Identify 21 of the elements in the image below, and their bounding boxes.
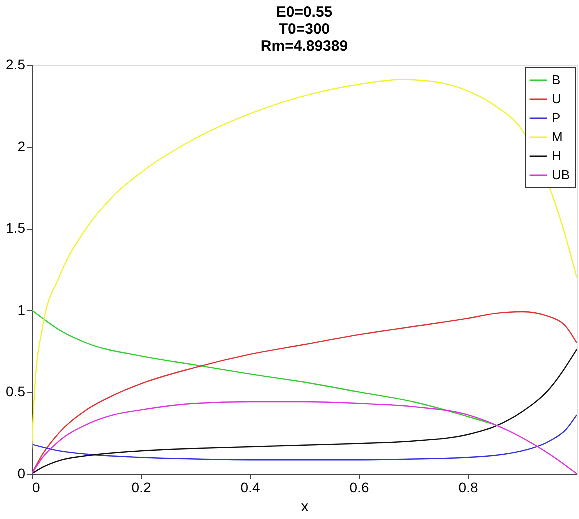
y-tick-label: 2 bbox=[18, 138, 26, 154]
legend-label: M bbox=[552, 130, 563, 144]
y-tick-label: 1.5 bbox=[6, 220, 26, 236]
legend-label: B bbox=[552, 72, 561, 88]
x-tick-label: 0 bbox=[32, 480, 40, 496]
line-series bbox=[32, 310, 496, 426]
y-tick-label: 0.5 bbox=[6, 384, 26, 400]
x-tick-label: 0.8 bbox=[458, 480, 478, 496]
y-tick-label: 1 bbox=[18, 302, 26, 318]
x-tick-label: 0.4 bbox=[240, 480, 260, 496]
x-axis-title: x bbox=[301, 498, 310, 516]
chart-title: E0=0.55 T0=300 Rm=4.89389 bbox=[260, 4, 348, 55]
legend-label: H bbox=[552, 148, 562, 164]
legend-label: U bbox=[552, 92, 562, 106]
x-tick-label: 0.2 bbox=[132, 480, 152, 496]
legend-label: UB bbox=[552, 168, 570, 182]
legend-label: P bbox=[552, 110, 561, 126]
x-tick-label: 0.6 bbox=[350, 480, 370, 496]
y-tick-label: 2.5 bbox=[6, 56, 26, 72]
y-tick-label: 0 bbox=[18, 466, 26, 482]
line-series bbox=[32, 414, 577, 461]
